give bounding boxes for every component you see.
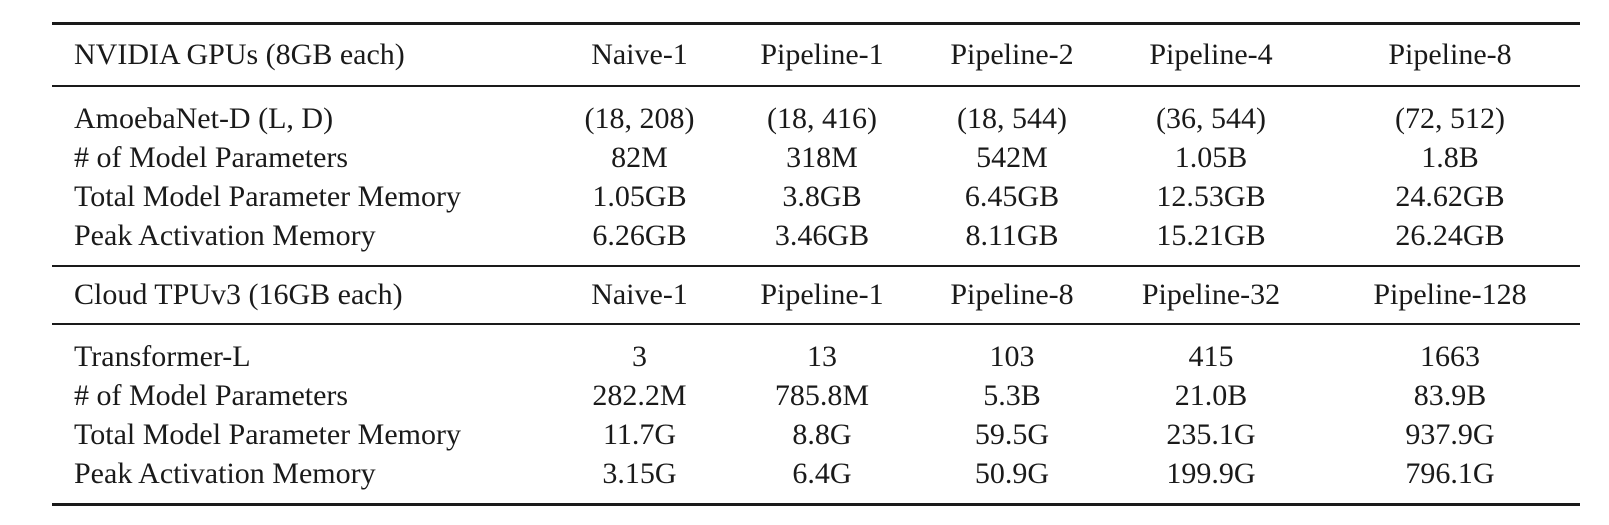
table-cell: 26.24GB [1395,218,1505,252]
tpu-section-header: Cloud TPUv3 (16GB each) Naive-1 Pipeline… [52,266,1580,324]
table-cell: 8.8G [792,417,852,451]
header-cell: Pipeline-8 [1388,38,1512,71]
table-cell: (36, 544) [1156,101,1266,135]
row-label: Transformer-L [74,339,251,373]
header-cell-hardware: Cloud TPUv3 (16GB each) [74,278,403,311]
gpu-header-row: NVIDIA GPUs (8GB each) Naive-1 Pipeline-… [52,23,1580,86]
row-label: # of Model Parameters [74,378,349,412]
table-row: AmoebaNet-D (L, D) (18, 208) (18, 416) (… [52,86,1580,138]
table-cell: 199.9G [1166,456,1256,490]
table-cell: 82M [611,140,668,174]
header-cell: Pipeline-1 [760,278,884,311]
table-cell: 415 [1188,339,1234,373]
row-label: Total Model Parameter Memory [74,179,461,213]
row-label: # of Model Parameters [74,140,349,174]
table-cell: (18, 416) [767,101,877,135]
model-capacity-table: NVIDIA GPUs (8GB each) Naive-1 Pipeline-… [52,22,1580,506]
table-cell: 6.4G [792,456,852,490]
results-table-container: NVIDIA GPUs (8GB each) Naive-1 Pipeline-… [52,22,1580,506]
table-cell: 3 [632,339,647,373]
header-cell: Pipeline-4 [1149,38,1273,71]
header-cell: Naive-1 [591,38,688,71]
table-cell: 6.45GB [964,179,1060,213]
table-cell: 50.9G [974,456,1050,490]
table-cell: 103 [989,339,1035,373]
row-label: Peak Activation Memory [74,218,376,252]
table-cell: 796.1G [1405,456,1495,490]
table-cell: 24.62GB [1395,179,1505,213]
header-cell: Pipeline-128 [1373,278,1527,311]
table-cell: 542M [976,140,1048,174]
header-cell: Pipeline-1 [760,38,884,71]
table-cell: (72, 512) [1395,101,1505,135]
header-cell-hardware: NVIDIA GPUs (8GB each) [74,38,405,71]
table-row: Peak Activation Memory 6.26GB 3.46GB 8.1… [52,216,1580,266]
gpu-section-body: AmoebaNet-D (L, D) (18, 208) (18, 416) (… [52,86,1580,266]
table-cell: 235.1G [1166,417,1256,451]
table-cell: 1663 [1420,339,1480,373]
table-cell: 83.9B [1413,378,1487,412]
table-row: Transformer-L 3 13 103 415 1663 [52,324,1580,376]
table-cell: 3.15G [602,456,677,490]
header-cell: Pipeline-2 [950,38,1074,71]
table-cell: 1.05GB [592,179,687,213]
table-cell: 11.7G [602,417,677,451]
table-cell: 21.0B [1174,378,1248,412]
row-label: Total Model Parameter Memory [74,417,461,451]
table-cell: 13 [807,339,837,373]
table-cell: 282.2M [592,378,687,412]
table-row: Total Model Parameter Memory 1.05GB 3.8G… [52,177,1580,216]
tpu-section-body: Transformer-L 3 13 103 415 1663 # of Mod… [52,324,1580,505]
table-cell: 1.8B [1421,140,1479,174]
table-cell: 785.8M [774,378,870,412]
tpu-header-row: Cloud TPUv3 (16GB each) Naive-1 Pipeline… [52,266,1580,324]
table-row: # of Model Parameters 282.2M 785.8M 5.3B… [52,376,1580,415]
header-cell: Naive-1 [591,278,688,311]
row-label: Peak Activation Memory [74,456,376,490]
table-cell: 3.8GB [782,179,862,213]
table-cell: 1.05B [1174,140,1248,174]
table-cell: 8.11GB [965,218,1059,252]
header-cell: Pipeline-8 [950,278,1074,311]
table-cell: 15.21GB [1156,218,1266,252]
row-label: AmoebaNet-D (L, D) [74,101,334,135]
table-cell: 3.46GB [774,218,870,252]
table-cell: 59.5G [974,417,1050,451]
table-cell: 5.3B [983,378,1041,412]
table-cell: 6.26GB [592,218,687,252]
table-row: # of Model Parameters 82M 318M 542M 1.05… [52,138,1580,177]
table-cell: (18, 544) [957,101,1067,135]
table-cell: 12.53GB [1156,179,1266,213]
table-cell: (18, 208) [584,101,695,135]
table-row: Total Model Parameter Memory 11.7G 8.8G … [52,415,1580,454]
table-cell: 318M [786,140,858,174]
table-cell: 937.9G [1405,417,1495,451]
header-cell: Pipeline-32 [1141,278,1281,311]
table-row: Peak Activation Memory 3.15G 6.4G 50.9G … [52,454,1580,505]
